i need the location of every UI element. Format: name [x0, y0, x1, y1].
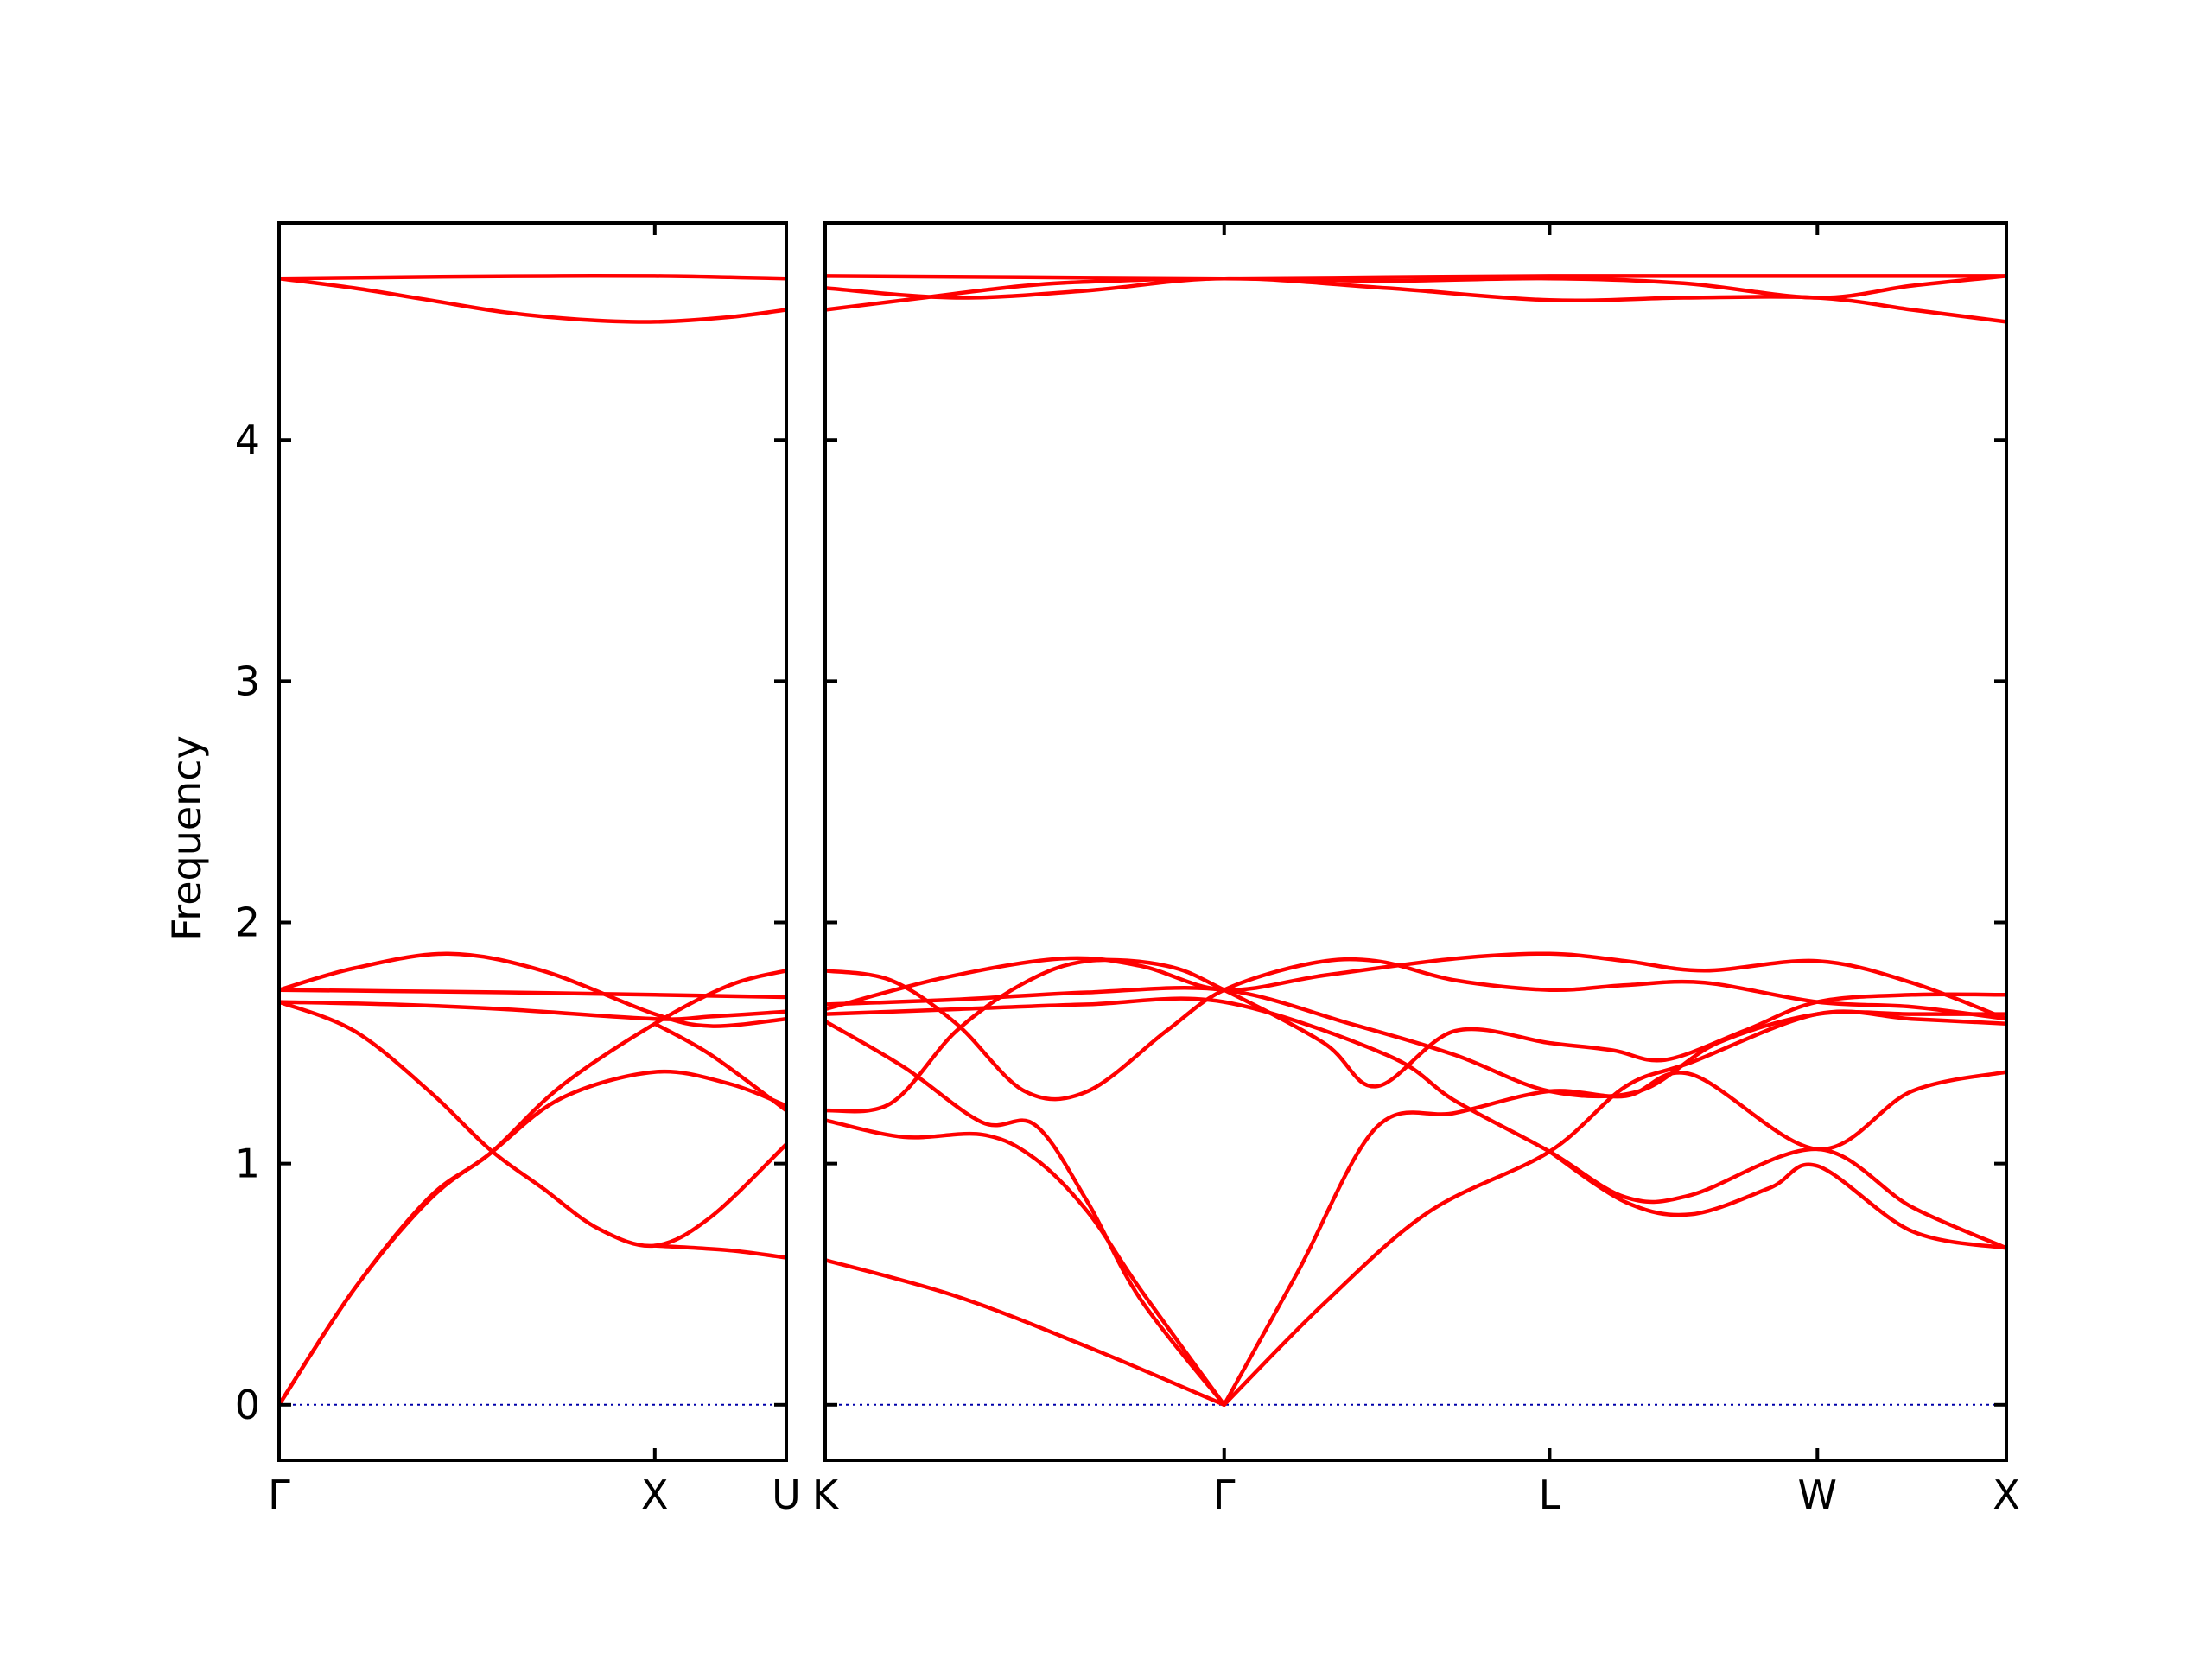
y-axis-label: Frequency	[163, 735, 210, 941]
phonon-band-14	[825, 1258, 1226, 1408]
x-tick-label: K	[812, 1471, 840, 1518]
phonon-band-13	[1548, 1149, 2006, 1250]
phonon-band-6	[825, 957, 2006, 1114]
phonon-band-9	[825, 1019, 1226, 1408]
band-group	[825, 274, 2006, 1408]
panels-layer: 0 1 2 3 4 Γ X U K Γ L W X	[235, 221, 2020, 1518]
x-tick-label: X	[641, 1471, 669, 1518]
phonon-band-8	[279, 1069, 786, 1408]
phonon-band-12	[1222, 1009, 2006, 1408]
phonon-band-11	[1222, 1070, 2006, 1408]
y-tick-label: 4	[235, 416, 260, 463]
x-tick-label: L	[1539, 1471, 1561, 1518]
phonon-band-2	[825, 276, 2006, 324]
x-tick-label: Γ	[268, 1471, 290, 1518]
phonon-band-4	[825, 951, 2006, 1021]
phonon-band-1	[279, 274, 786, 281]
y-tick-label: 2	[235, 899, 260, 946]
phonon-band-3	[279, 951, 786, 1028]
left-panel: 0 1 2 3 4 Γ X U	[235, 221, 801, 1518]
y-tick-label: 3	[235, 658, 260, 704]
phonon-band-3	[825, 274, 2006, 312]
phonon-band-6	[279, 1000, 786, 1249]
x-tick-label: Γ	[1213, 1471, 1236, 1518]
plot-frame	[823, 221, 2008, 1462]
phonon-band-5	[825, 957, 2006, 1102]
phonon-band-1	[825, 274, 2006, 281]
phonon-band-9	[652, 1021, 786, 1113]
phonon-band-5	[279, 1000, 786, 1021]
plot-frame	[277, 221, 788, 1462]
x-tick-label: W	[1798, 1471, 1837, 1518]
phonon-band-10	[825, 1118, 1226, 1408]
y-tick-label: 1	[235, 1141, 260, 1187]
phonon-band-10	[652, 1243, 786, 1260]
phonon-band-7	[279, 969, 786, 1408]
phonon-band-2	[279, 276, 786, 324]
y-tick-label: 0	[235, 1382, 260, 1428]
band-group	[279, 274, 786, 1408]
x-tick-label: X	[1993, 1471, 2020, 1518]
x-tick-label: U	[772, 1471, 801, 1518]
